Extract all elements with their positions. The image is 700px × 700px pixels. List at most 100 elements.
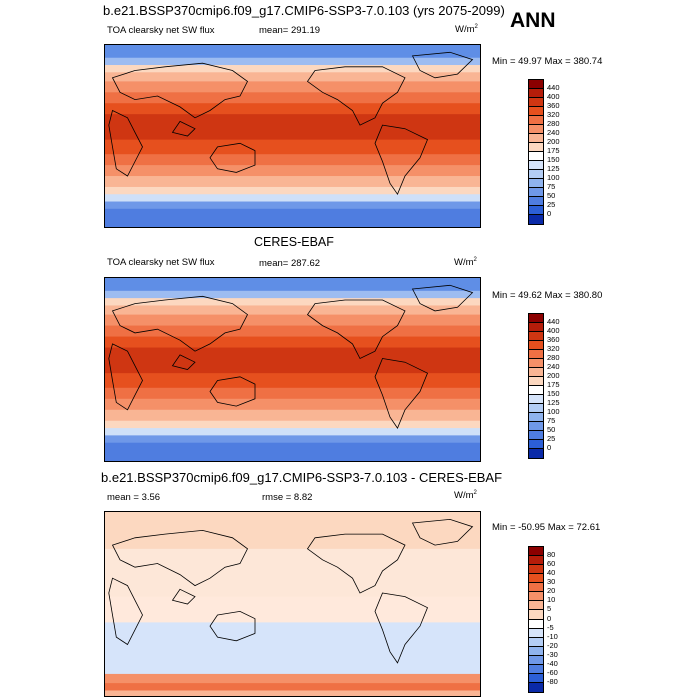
case-title: b.e21.BSSP370cmip6.f09_g17.CMIP6-SSP3-7.… [103, 3, 505, 18]
colorbar-swatch [529, 601, 543, 611]
colorbar-tick-label: 80 [547, 550, 556, 560]
colorbar-tick-label: -80 [547, 676, 558, 686]
colorbar-swatch [529, 332, 543, 341]
colorbar-swatch [529, 431, 543, 440]
panel2-map [104, 277, 481, 462]
panel3-mean: mean = 3.56 [107, 492, 161, 503]
colorbar-tick-label: 75 [547, 416, 556, 425]
panel2-colorbar [528, 313, 544, 459]
colorbar-tick-label: 25 [547, 434, 556, 443]
colorbar-tick-label: 175 [547, 146, 560, 155]
colorbar-swatch [529, 395, 543, 404]
colorbar-tick-label: -60 [547, 667, 558, 677]
colorbar-tick-label: 400 [547, 326, 560, 335]
panel1-field-label: TOA clearsky net SW flux [107, 25, 215, 36]
colorbar-tick-label: 175 [547, 380, 560, 389]
colorbar-swatch [529, 413, 543, 422]
colorbar-tick-label: 10 [547, 595, 556, 605]
panel3-rmse: rmse = 8.82 [262, 492, 313, 503]
colorbar-swatch [529, 107, 543, 116]
colorbar-swatch [529, 655, 543, 665]
colorbar-swatch [529, 547, 543, 557]
colorbar-swatch [529, 143, 543, 152]
colorbar-tick-label: 100 [547, 173, 560, 182]
colorbar-tick-label: -20 [547, 640, 558, 650]
colorbar-swatch [529, 610, 543, 620]
colorbar-tick-label: 50 [547, 191, 556, 200]
colorbar-swatch [529, 161, 543, 170]
colorbar-tick-label: 240 [547, 128, 560, 137]
panel1-colorbar [528, 79, 544, 225]
colorbar-swatch [529, 359, 543, 368]
colorbar-swatch [529, 565, 543, 575]
colorbar-tick-label: 5 [547, 604, 552, 614]
panel2-mean: mean= 287.62 [259, 258, 321, 269]
colorbar-swatch [529, 377, 543, 386]
colorbar-swatch [529, 206, 543, 215]
colorbar-swatch [529, 592, 543, 602]
colorbar-tick-label: 150 [547, 389, 560, 398]
panel1-minmax: Min = 49.97 Max = 380.74 [492, 56, 603, 67]
colorbar-tick-label: 125 [547, 164, 560, 173]
colorbar-swatch [529, 368, 543, 377]
colorbar-swatch [529, 583, 543, 593]
colorbar-swatch [529, 682, 543, 692]
colorbar-swatch [529, 341, 543, 350]
panel2-minmax: Min = 49.62 Max = 380.80 [492, 290, 603, 301]
panel3-colorbar [528, 546, 544, 693]
colorbar-swatch [529, 556, 543, 566]
colorbar-tick-label: 150 [547, 155, 560, 164]
colorbar-swatch [529, 386, 543, 395]
colorbar-swatch [529, 646, 543, 656]
colorbar-tick-label: 360 [547, 101, 560, 110]
colorbar-tick-label: 360 [547, 335, 560, 344]
panel1-mean: mean= 291.19 [259, 25, 321, 36]
panel3-title: b.e21.BSSP370cmip6.f09_g17.CMIP6-SSP3-7.… [101, 470, 503, 485]
colorbar-tick-label: 440 [547, 83, 560, 92]
colorbar-tick-label: 30 [547, 577, 556, 587]
colorbar-swatch [529, 350, 543, 359]
panel3-map [104, 511, 481, 697]
colorbar-tick-label: 400 [547, 92, 560, 101]
colorbar-swatch [529, 404, 543, 413]
colorbar-tick-label: 100 [547, 407, 560, 416]
colorbar-tick-label: 20 [547, 586, 556, 596]
colorbar-tick-label: 40 [547, 568, 556, 578]
colorbar-tick-label: -5 [547, 622, 554, 632]
colorbar-swatch [529, 197, 543, 206]
colorbar-tick-label: 280 [547, 119, 560, 128]
colorbar-swatch [529, 314, 543, 323]
colorbar-swatch [529, 619, 543, 629]
colorbar-swatch [529, 89, 543, 98]
colorbar-swatch [529, 98, 543, 107]
colorbar-tick-label: 440 [547, 317, 560, 326]
colorbar-swatch [529, 574, 543, 584]
colorbar-swatch [529, 188, 543, 197]
colorbar-swatch [529, 152, 543, 161]
colorbar-tick-label: 25 [547, 200, 556, 209]
colorbar-tick-label: 320 [547, 344, 560, 353]
colorbar-swatch [529, 422, 543, 431]
colorbar-swatch [529, 170, 543, 179]
colorbar-swatch [529, 116, 543, 125]
colorbar-swatch [529, 440, 543, 449]
colorbar-tick-label: 280 [547, 353, 560, 362]
colorbar-tick-label: 125 [547, 398, 560, 407]
colorbar-swatch [529, 323, 543, 332]
colorbar-tick-label: 0 [547, 613, 552, 623]
colorbar-tick-label: 60 [547, 559, 556, 569]
season-label: ANN [510, 9, 556, 32]
colorbar-swatch [529, 215, 543, 224]
colorbar-tick-label: 320 [547, 110, 560, 119]
colorbar-swatch [529, 449, 543, 458]
colorbar-swatch [529, 673, 543, 683]
panel3-minmax: Min = -50.95 Max = 72.61 [492, 522, 601, 533]
colorbar-tick-label: -40 [547, 658, 558, 668]
colorbar-tick-label: 75 [547, 182, 556, 191]
colorbar-tick-label: 240 [547, 362, 560, 371]
panel2-units: W/m2 [454, 257, 477, 269]
panel1-units: W/m2 [455, 24, 478, 36]
colorbar-swatch [529, 637, 543, 647]
colorbar-tick-label: 200 [547, 371, 560, 380]
colorbar-tick-label: -10 [547, 631, 558, 641]
